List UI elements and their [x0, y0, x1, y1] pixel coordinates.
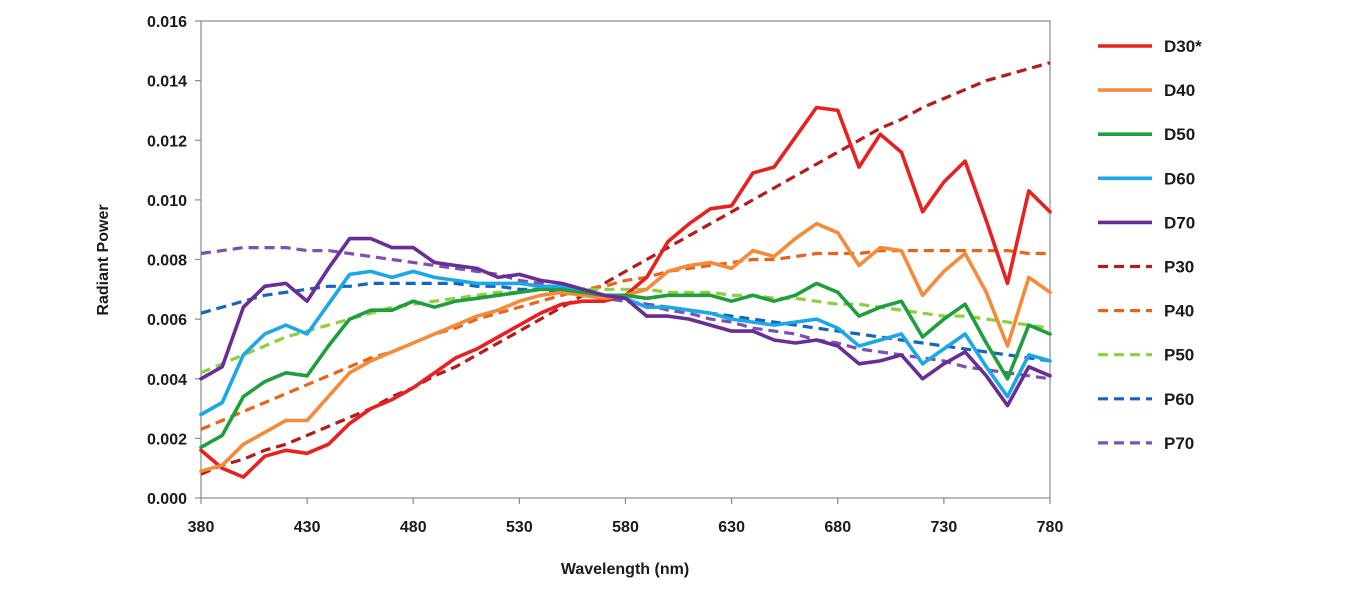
legend-label-d30: D30* [1164, 37, 1202, 56]
y-tick-label: 0.012 [147, 133, 187, 150]
y-axis-title: Radiant Power [95, 204, 112, 315]
legend-label-d70: D70 [1164, 213, 1195, 232]
legend-label-d40: D40 [1164, 81, 1195, 100]
x-tick-label: 530 [506, 519, 533, 536]
x-tick-label: 730 [931, 519, 958, 536]
x-tick-label: 480 [400, 519, 427, 536]
x-tick-label: 380 [188, 519, 215, 536]
legend-label-p60: P60 [1164, 390, 1194, 409]
x-tick-label: 780 [1037, 519, 1064, 536]
legend-label-p30: P30 [1164, 258, 1194, 277]
y-tick-label: 0.004 [147, 372, 187, 389]
series-layer [199, 61, 1052, 479]
series-line-d70 [199, 236, 1052, 408]
y-tick-label: 0.002 [147, 431, 187, 448]
legend-label-p50: P50 [1164, 346, 1194, 365]
x-tick-label: 680 [824, 519, 851, 536]
y-tick-label: 0.006 [147, 312, 187, 329]
x-tick-label: 580 [612, 519, 639, 536]
legend-label-p70: P70 [1164, 434, 1194, 453]
series-line-p30 [200, 61, 1051, 476]
legend-label-p40: P40 [1164, 302, 1194, 321]
x-tick-label: 430 [294, 519, 321, 536]
series-line-d50 [199, 281, 1052, 450]
series-line-p40 [200, 249, 1050, 431]
y-tick-label: 0.000 [147, 491, 187, 508]
y-tick-label: 0.008 [147, 253, 187, 270]
y-tick-label: 0.016 [147, 14, 187, 31]
y-axis-ticks: 0.000 0.002 0.004 0.006 0.008 0.010 0.012 0.014… [147, 14, 201, 508]
legend: D30* D40 D50 D60 D70 P30 P40 P50 P60 P70 [1098, 37, 1202, 453]
y-tick-label: 0.014 [147, 74, 187, 91]
x-axis-ticks: 380 430 480 530 580 630 680 730 780 [188, 498, 1064, 536]
plot-area [200, 20, 1051, 499]
x-tick-label: 630 [718, 519, 745, 536]
legend-label-d60: D60 [1164, 169, 1195, 188]
y-tick-label: 0.010 [147, 193, 187, 210]
x-axis-title: Wavelength (nm) [561, 561, 689, 578]
legend-label-d50: D50 [1164, 125, 1195, 144]
